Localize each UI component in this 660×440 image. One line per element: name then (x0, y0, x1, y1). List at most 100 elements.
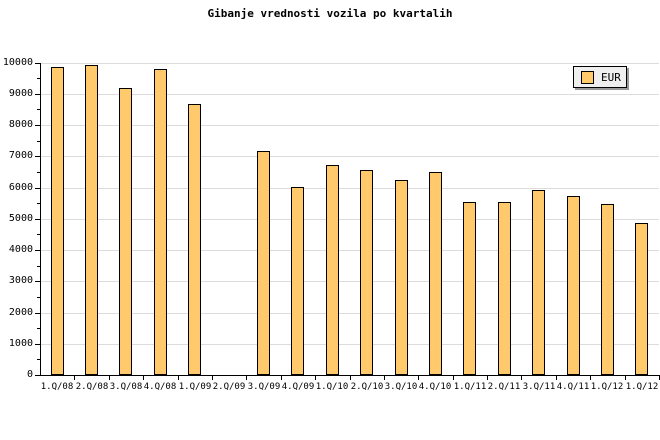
y-minor-tick (37, 359, 40, 360)
grid-line (40, 313, 659, 314)
x-axis-tick-label: 1.Q/11 (453, 382, 487, 392)
y-axis-line (40, 63, 41, 376)
grid-line (40, 156, 659, 157)
y-axis-tick-label: 0 (26, 369, 33, 380)
y-minor-tick (37, 172, 40, 173)
x-axis-tick-label: 2.Q/11 (487, 382, 521, 392)
legend-series-label: EUR (601, 70, 621, 84)
x-axis-tick-label: 1.Q/08 (40, 382, 74, 392)
y-major-tick (35, 375, 40, 376)
y-major-tick (35, 313, 40, 314)
y-major-tick (35, 281, 40, 282)
y-axis-tick-label: 8000 (8, 119, 33, 130)
y-major-tick (35, 188, 40, 189)
x-axis-tick-label: 3.Q/08 (109, 382, 143, 392)
bar (119, 88, 132, 375)
x-axis-tick-label: 2.Q/09 (212, 382, 246, 392)
y-minor-tick (37, 234, 40, 235)
bar (360, 170, 373, 375)
y-axis-tick-label: 6000 (8, 182, 33, 193)
bar (635, 223, 648, 375)
y-axis-tick-label: 1000 (8, 338, 33, 349)
x-boundary-tick (590, 376, 591, 380)
x-boundary-tick (143, 376, 144, 380)
y-axis-tick-label: 5000 (8, 213, 33, 224)
x-axis-tick-label: 3.Q/09 (247, 382, 281, 392)
y-minor-tick (37, 203, 40, 204)
y-minor-tick (37, 78, 40, 79)
x-axis-tick-label: 3.Q/11 (522, 382, 556, 392)
y-axis-tick-label: 10000 (2, 57, 33, 68)
grid-line (40, 281, 659, 282)
grid-line (40, 250, 659, 251)
x-boundary-tick (556, 376, 557, 380)
x-boundary-tick (315, 376, 316, 380)
legend-series-swatch-icon (581, 70, 594, 84)
y-axis-tick-label: 4000 (8, 244, 33, 255)
bar (498, 202, 511, 375)
x-axis-tick-label: 4.Q/08 (143, 382, 177, 392)
x-boundary-tick (281, 376, 282, 380)
x-axis-tick-label: 4.Q/10 (418, 382, 452, 392)
legend: EUR (573, 66, 627, 88)
x-boundary-tick (521, 376, 522, 380)
x-boundary-tick (178, 376, 179, 380)
y-minor-tick (37, 328, 40, 329)
x-boundary-tick (350, 376, 351, 380)
grid-line (40, 219, 659, 220)
x-axis-tick-label: 4.Q/11 (556, 382, 590, 392)
x-axis-tick-label: 1.Q/09 (178, 382, 212, 392)
chart-title: Gibanje vrednosti vozila po kvartalih (207, 7, 453, 20)
bar (395, 180, 408, 375)
x-axis-tick-label: 3.Q/10 (384, 382, 418, 392)
grid-line (40, 94, 659, 95)
grid-line (40, 63, 659, 64)
x-axis-tick-label: 2.Q/10 (350, 382, 384, 392)
bar (429, 172, 442, 375)
y-axis-tick-label: 2000 (8, 307, 33, 318)
bar (567, 196, 580, 375)
x-boundary-tick (625, 376, 626, 380)
bar (188, 104, 201, 375)
grid-line (40, 344, 659, 345)
bar (463, 202, 476, 375)
x-boundary-tick (418, 376, 419, 380)
y-major-tick (35, 125, 40, 126)
y-axis-tick-label: 7000 (8, 150, 33, 161)
x-axis-tick-label: 1.Q/12 (590, 382, 624, 392)
bar (532, 190, 545, 375)
x-boundary-tick (246, 376, 247, 380)
x-axis-tick-label: 2.Q/08 (75, 382, 109, 392)
bar (601, 204, 614, 375)
y-axis-tick-label: 3000 (8, 275, 33, 286)
bar (85, 65, 98, 375)
x-axis-line (40, 375, 660, 376)
x-boundary-tick (212, 376, 213, 380)
bar (51, 67, 64, 375)
x-boundary-tick (453, 376, 454, 380)
y-major-tick (35, 63, 40, 64)
y-major-tick (35, 156, 40, 157)
x-boundary-tick (487, 376, 488, 380)
y-major-tick (35, 219, 40, 220)
y-axis-tick-label: 9000 (8, 88, 33, 99)
y-minor-tick (37, 297, 40, 298)
x-boundary-tick (109, 376, 110, 380)
x-boundary-tick (384, 376, 385, 380)
grid-line (40, 188, 659, 189)
y-major-tick (35, 344, 40, 345)
grid-line (40, 125, 659, 126)
y-minor-tick (37, 109, 40, 110)
bar (154, 69, 167, 375)
y-major-tick (35, 250, 40, 251)
x-axis-tick-label: 1.Q/12 (625, 382, 659, 392)
x-axis-tick-label: 4.Q/09 (281, 382, 315, 392)
bar (326, 165, 339, 375)
y-minor-tick (37, 141, 40, 142)
x-boundary-tick (74, 376, 75, 380)
x-axis-tick-label: 1.Q/10 (315, 382, 349, 392)
bar (257, 151, 270, 375)
y-minor-tick (37, 266, 40, 267)
y-major-tick (35, 94, 40, 95)
